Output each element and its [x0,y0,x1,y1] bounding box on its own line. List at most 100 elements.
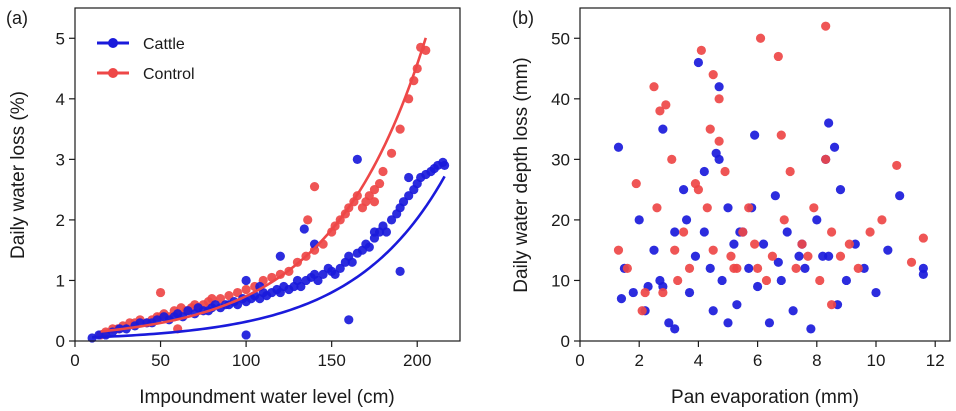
panel-a-point-cattle [313,275,323,286]
panel-a-point-cattle [299,224,309,234]
panel-a-point-cattle [381,227,392,237]
panel-b-point-cattle [699,227,709,237]
panel-b-y-tick-label: 50 [551,29,570,48]
panel-a-point-control [155,287,166,298]
panel-b-point-cattle [699,166,709,177]
panel-b-point-control [673,275,683,286]
panel-a-x-tick-label: 100 [232,351,260,370]
panel-a-point-control [215,294,226,304]
panel-b-point-control [906,257,917,267]
panel-b-point-control [744,203,754,213]
panel-b-point-cattle [829,142,840,152]
legend-cattle-label: Cattle [143,36,185,53]
panel-b-point-cattle [732,300,742,310]
panel-a-point-control [374,178,385,189]
panel-b-x-tick-label: 0 [575,351,584,370]
panel-b-point-control [714,94,724,104]
panel-a-point-control [378,166,388,177]
panel-a-point-cattle [398,197,409,207]
panel-b-point-cattle [824,118,834,128]
panel-b-point-cattle [708,306,718,316]
panel-a-point-cattle [369,227,380,237]
panel-b-point-cattle [729,239,739,249]
panel-a-point-cattle [404,191,414,201]
panel-b-point-cattle [723,318,733,328]
panel-b-point-control [865,227,875,237]
panel-b-point-control [640,287,650,298]
panel-b-point-control [702,203,712,213]
panel-a-x-tick-label: 0 [70,351,79,370]
panel-a-point-control [386,148,397,158]
panel-a-y-tick-label: 4 [56,90,65,109]
panel-b-point-control [791,263,801,273]
panel-a-point-cattle [241,330,251,340]
panel-b-point-cattle [871,287,881,298]
panel-a-y-tick-label: 2 [56,211,65,230]
panel-b-point-cattle [764,318,775,328]
panel-b-point-cattle [634,215,644,225]
panel-b-point-control [835,251,846,261]
panel-b-point-cattle [812,215,822,225]
panel-b-point-cattle [670,324,680,334]
panel-a-x-tick-label: 200 [403,351,431,370]
panel-b-point-control [750,239,760,249]
panel-b-point-control [714,136,724,146]
panel-b-x-tick-label: 2 [634,351,643,370]
panel-b-point-cattle [744,263,754,273]
panel-a-point-control [369,197,380,207]
panel-b-point-cattle [705,263,715,273]
panel-b-point-control [708,245,718,255]
panel-a-y-tick-label: 5 [56,29,65,48]
panel-b-x-ticks: 0 2 4 6 8 10 12 [575,341,945,370]
panel-b-point-control [815,275,825,286]
panel-a-y-tick-label: 0 [56,332,65,351]
panel-b-point-cattle [750,130,760,140]
panel-a-y-tick-label: 1 [56,271,65,290]
panel-b-point-control [720,166,730,177]
panel-b-point-control [649,82,659,92]
panel-b-point-cattle [613,142,624,152]
panel-a-fit-curve-cattle [92,175,446,339]
panel-a-x-axis-label: Impoundment water level (cm) [139,387,395,408]
panel-a-point-control [395,124,405,134]
panel-b-y-tick-label: 20 [551,211,570,230]
panel-a-x-tick-label: 50 [151,351,170,370]
panel-b-point-control [821,21,831,31]
panel-b-point-control [652,203,662,213]
panel-b-point-cattle [723,203,733,213]
panel-a-point-cattle [275,251,285,261]
panel-a-point-cattle [440,160,450,171]
panel-b-point-cattle [758,239,769,249]
panel-a-point-control [369,185,380,195]
panel-a-point-control [364,191,374,201]
panel-a-point-cattle [344,315,354,325]
panel-b-point-cattle [681,215,692,225]
panel-a-point-cattle [241,275,251,286]
panel-b-point-control [667,154,677,164]
panel-b-y-tick-label: 0 [561,332,570,351]
panel-b-point-control [613,245,624,255]
legend-control-marker [108,68,118,78]
panel-b-point-cattle [693,57,704,68]
panel-b-point-cattle [806,324,816,334]
panel-a-point-cattle [352,154,362,164]
panel-a-point-cattle [296,281,306,292]
panel-b-point-cattle [835,185,846,195]
panel-b-point-control [844,239,854,249]
panel-a-plot-area [87,37,450,343]
panel-b-x-axis-label: Pan evaporation (mm) [671,387,859,408]
panel-b-point-control [803,251,813,261]
panel-b-point-cattle [794,251,804,261]
panel-b-point-control [892,160,902,171]
panel-b-point-cattle [788,306,798,316]
panel-b-label: (b) [512,8,534,28]
panel-b-x-tick-label: 8 [812,351,821,370]
legend-cattle-marker [108,38,118,48]
panel-b-point-cattle [684,287,695,298]
panel-b-point-cattle [616,294,627,304]
panel-b-point-cattle [711,148,721,158]
legend-control-label: Control [143,66,195,83]
panel-a-point-cattle [330,269,340,279]
panel-a-daily-water-loss: (a) 0 50 100 150 200 0 1 2 3 4 5 Impoundment wate… [6,7,461,408]
panel-b-y-tick-label: 40 [551,90,570,109]
